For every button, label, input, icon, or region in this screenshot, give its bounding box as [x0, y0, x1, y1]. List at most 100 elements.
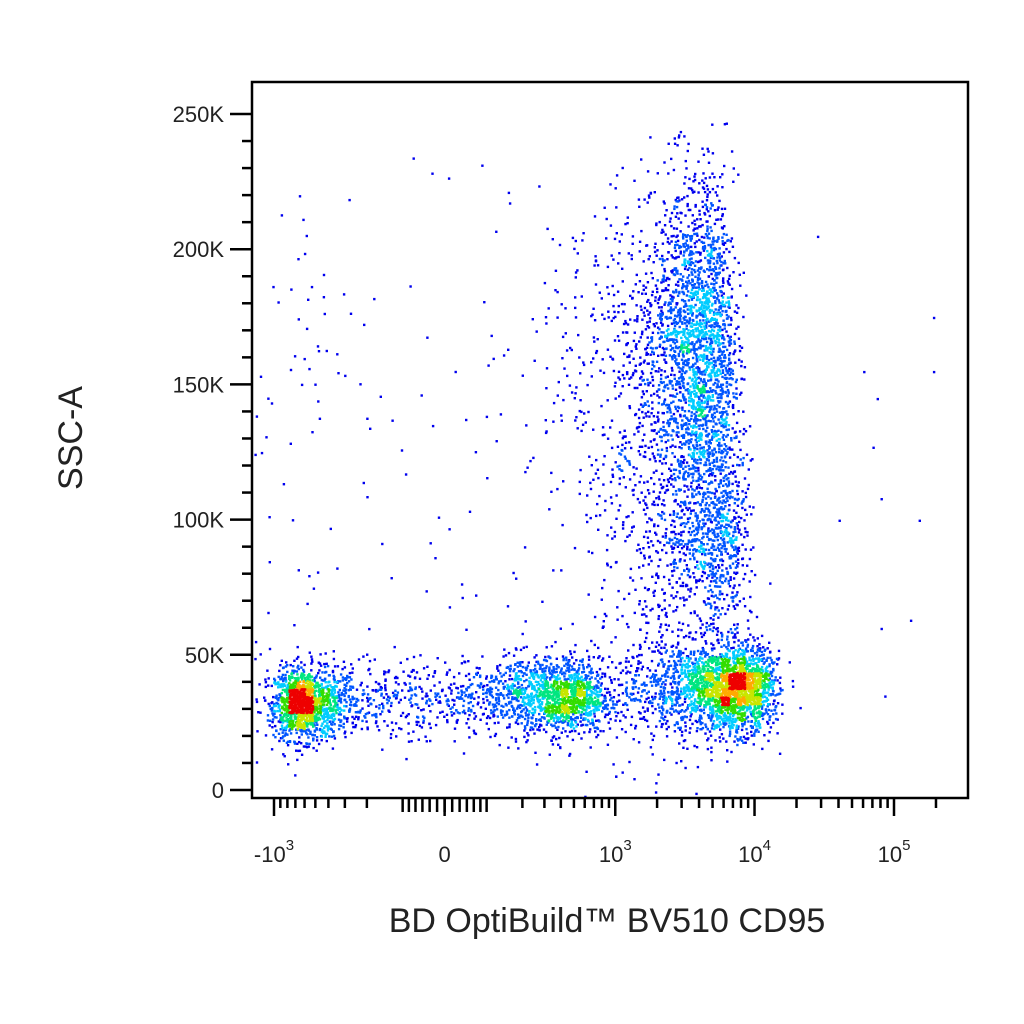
data-point	[441, 710, 444, 713]
data-point	[712, 356, 716, 359]
data-point	[606, 743, 610, 746]
data-point	[605, 614, 608, 618]
data-point	[623, 429, 626, 432]
data-point	[295, 670, 299, 673]
data-point	[499, 672, 502, 675]
data-point	[658, 459, 662, 463]
data-point	[603, 206, 606, 209]
data-point	[322, 296, 326, 299]
data-point	[655, 679, 658, 682]
data-point	[621, 385, 624, 388]
data-point	[526, 664, 530, 667]
data-point	[640, 695, 643, 698]
data-point	[684, 302, 687, 306]
data-point	[546, 227, 549, 231]
data-point	[672, 168, 676, 172]
data-point	[632, 466, 635, 469]
data-point	[635, 304, 638, 307]
data-point	[771, 693, 775, 696]
data-point	[702, 187, 706, 190]
data-point	[712, 295, 715, 299]
data-point	[535, 722, 538, 726]
data-point	[713, 518, 716, 522]
data-point	[709, 246, 713, 249]
data-point	[582, 670, 586, 673]
data-point	[691, 662, 695, 666]
data-point	[691, 494, 694, 497]
data-point	[711, 243, 715, 246]
data-point	[629, 723, 633, 727]
data-point	[640, 653, 643, 657]
data-point	[650, 559, 653, 563]
data-point	[734, 560, 738, 563]
data-point	[412, 730, 415, 733]
data-point	[679, 462, 682, 465]
data-point	[437, 692, 440, 695]
data-point	[670, 531, 673, 534]
data-point	[473, 712, 476, 715]
data-point	[698, 381, 701, 385]
data-point	[662, 512, 666, 515]
data-point	[624, 222, 627, 226]
data-point	[657, 605, 660, 609]
data-point	[710, 546, 713, 549]
data-point	[632, 698, 635, 701]
data-point	[686, 548, 689, 551]
data-point	[332, 730, 335, 733]
data-point	[669, 655, 672, 658]
data-point	[645, 244, 648, 247]
data-point	[482, 688, 485, 691]
data-point	[717, 564, 720, 567]
data-point	[331, 720, 335, 723]
data-point	[726, 447, 730, 451]
data-point	[690, 284, 694, 287]
data-point	[740, 641, 743, 644]
data-point	[699, 619, 703, 623]
data-point	[678, 742, 681, 745]
data-point	[670, 338, 674, 341]
data-point	[696, 260, 700, 264]
data-point	[350, 678, 353, 681]
data-point	[704, 203, 707, 207]
data-point	[344, 688, 348, 691]
data-point	[731, 427, 734, 430]
data-point	[736, 492, 739, 496]
data-point	[721, 450, 725, 454]
data-point	[639, 661, 642, 664]
data-point	[701, 500, 704, 504]
data-point	[538, 723, 542, 726]
data-point	[716, 513, 719, 516]
data-point	[707, 495, 710, 498]
data-point	[714, 606, 717, 609]
data-point	[648, 458, 652, 461]
data-point	[662, 381, 665, 384]
data-point	[703, 270, 706, 273]
data-point	[693, 744, 696, 748]
data-point	[719, 176, 722, 179]
data-point	[300, 742, 303, 745]
data-point	[746, 738, 749, 741]
data-point	[749, 648, 753, 652]
data-point	[453, 682, 456, 685]
data-point	[667, 309, 670, 313]
data-point	[647, 546, 651, 549]
data-point	[745, 650, 748, 653]
data-point	[618, 464, 621, 468]
data-point	[550, 739, 553, 742]
data-point	[711, 491, 714, 495]
data-point	[702, 249, 706, 252]
data-point	[315, 674, 318, 677]
data-point	[447, 704, 450, 707]
data-point	[612, 369, 616, 373]
data-point	[545, 646, 548, 649]
data-point	[635, 273, 638, 277]
data-point	[624, 660, 628, 663]
data-point	[654, 695, 657, 699]
data-point	[349, 700, 353, 704]
data-point	[776, 663, 779, 666]
data-point	[641, 390, 645, 393]
data-point	[658, 651, 661, 654]
data-point	[658, 491, 662, 494]
data-point	[761, 717, 765, 721]
data-point	[297, 749, 300, 753]
